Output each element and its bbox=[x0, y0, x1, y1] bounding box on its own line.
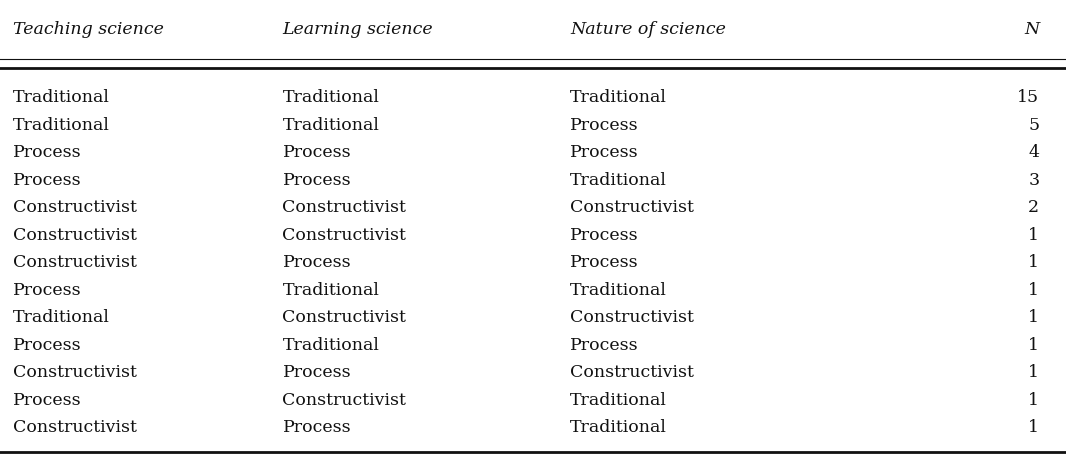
Text: Constructivist: Constructivist bbox=[13, 254, 136, 271]
Text: 1: 1 bbox=[1029, 364, 1039, 381]
Text: 1: 1 bbox=[1029, 392, 1039, 409]
Text: Constructivist: Constructivist bbox=[282, 227, 406, 244]
Text: Process: Process bbox=[570, 254, 639, 271]
Text: Traditional: Traditional bbox=[570, 282, 667, 299]
Text: Nature of science: Nature of science bbox=[570, 21, 726, 38]
Text: Constructivist: Constructivist bbox=[13, 227, 136, 244]
Text: Constructivist: Constructivist bbox=[570, 364, 694, 381]
Text: 1: 1 bbox=[1029, 419, 1039, 436]
Text: Process: Process bbox=[13, 337, 81, 354]
Text: Learning science: Learning science bbox=[282, 21, 433, 38]
Text: Teaching science: Teaching science bbox=[13, 21, 164, 38]
Text: Process: Process bbox=[13, 392, 81, 409]
Text: Constructivist: Constructivist bbox=[282, 392, 406, 409]
Text: Constructivist: Constructivist bbox=[570, 199, 694, 216]
Text: 4: 4 bbox=[1029, 144, 1039, 161]
Text: Process: Process bbox=[13, 172, 81, 189]
Text: Constructivist: Constructivist bbox=[570, 309, 694, 326]
Text: Process: Process bbox=[13, 282, 81, 299]
Text: Traditional: Traditional bbox=[570, 392, 667, 409]
Text: Process: Process bbox=[570, 337, 639, 354]
Text: Process: Process bbox=[570, 227, 639, 244]
Text: 1: 1 bbox=[1029, 227, 1039, 244]
Text: 1: 1 bbox=[1029, 254, 1039, 271]
Text: Traditional: Traditional bbox=[13, 117, 110, 134]
Text: 5: 5 bbox=[1029, 117, 1039, 134]
Text: 1: 1 bbox=[1029, 309, 1039, 326]
Text: Traditional: Traditional bbox=[13, 309, 110, 326]
Text: Traditional: Traditional bbox=[282, 117, 379, 134]
Text: Constructivist: Constructivist bbox=[13, 199, 136, 216]
Text: Process: Process bbox=[570, 117, 639, 134]
Text: Traditional: Traditional bbox=[282, 282, 379, 299]
Text: Process: Process bbox=[282, 364, 351, 381]
Text: Traditional: Traditional bbox=[570, 89, 667, 106]
Text: 15: 15 bbox=[1017, 89, 1039, 106]
Text: 3: 3 bbox=[1029, 172, 1039, 189]
Text: Constructivist: Constructivist bbox=[13, 364, 136, 381]
Text: 1: 1 bbox=[1029, 282, 1039, 299]
Text: Process: Process bbox=[282, 254, 351, 271]
Text: Traditional: Traditional bbox=[13, 89, 110, 106]
Text: Traditional: Traditional bbox=[570, 419, 667, 436]
Text: Constructivist: Constructivist bbox=[282, 199, 406, 216]
Text: N: N bbox=[1024, 21, 1039, 38]
Text: Constructivist: Constructivist bbox=[282, 309, 406, 326]
Text: Process: Process bbox=[570, 144, 639, 161]
Text: Traditional: Traditional bbox=[282, 89, 379, 106]
Text: 2: 2 bbox=[1029, 199, 1039, 216]
Text: Traditional: Traditional bbox=[282, 337, 379, 354]
Text: Process: Process bbox=[13, 144, 81, 161]
Text: 1: 1 bbox=[1029, 337, 1039, 354]
Text: Constructivist: Constructivist bbox=[13, 419, 136, 436]
Text: Process: Process bbox=[282, 172, 351, 189]
Text: Traditional: Traditional bbox=[570, 172, 667, 189]
Text: Process: Process bbox=[282, 419, 351, 436]
Text: Process: Process bbox=[282, 144, 351, 161]
